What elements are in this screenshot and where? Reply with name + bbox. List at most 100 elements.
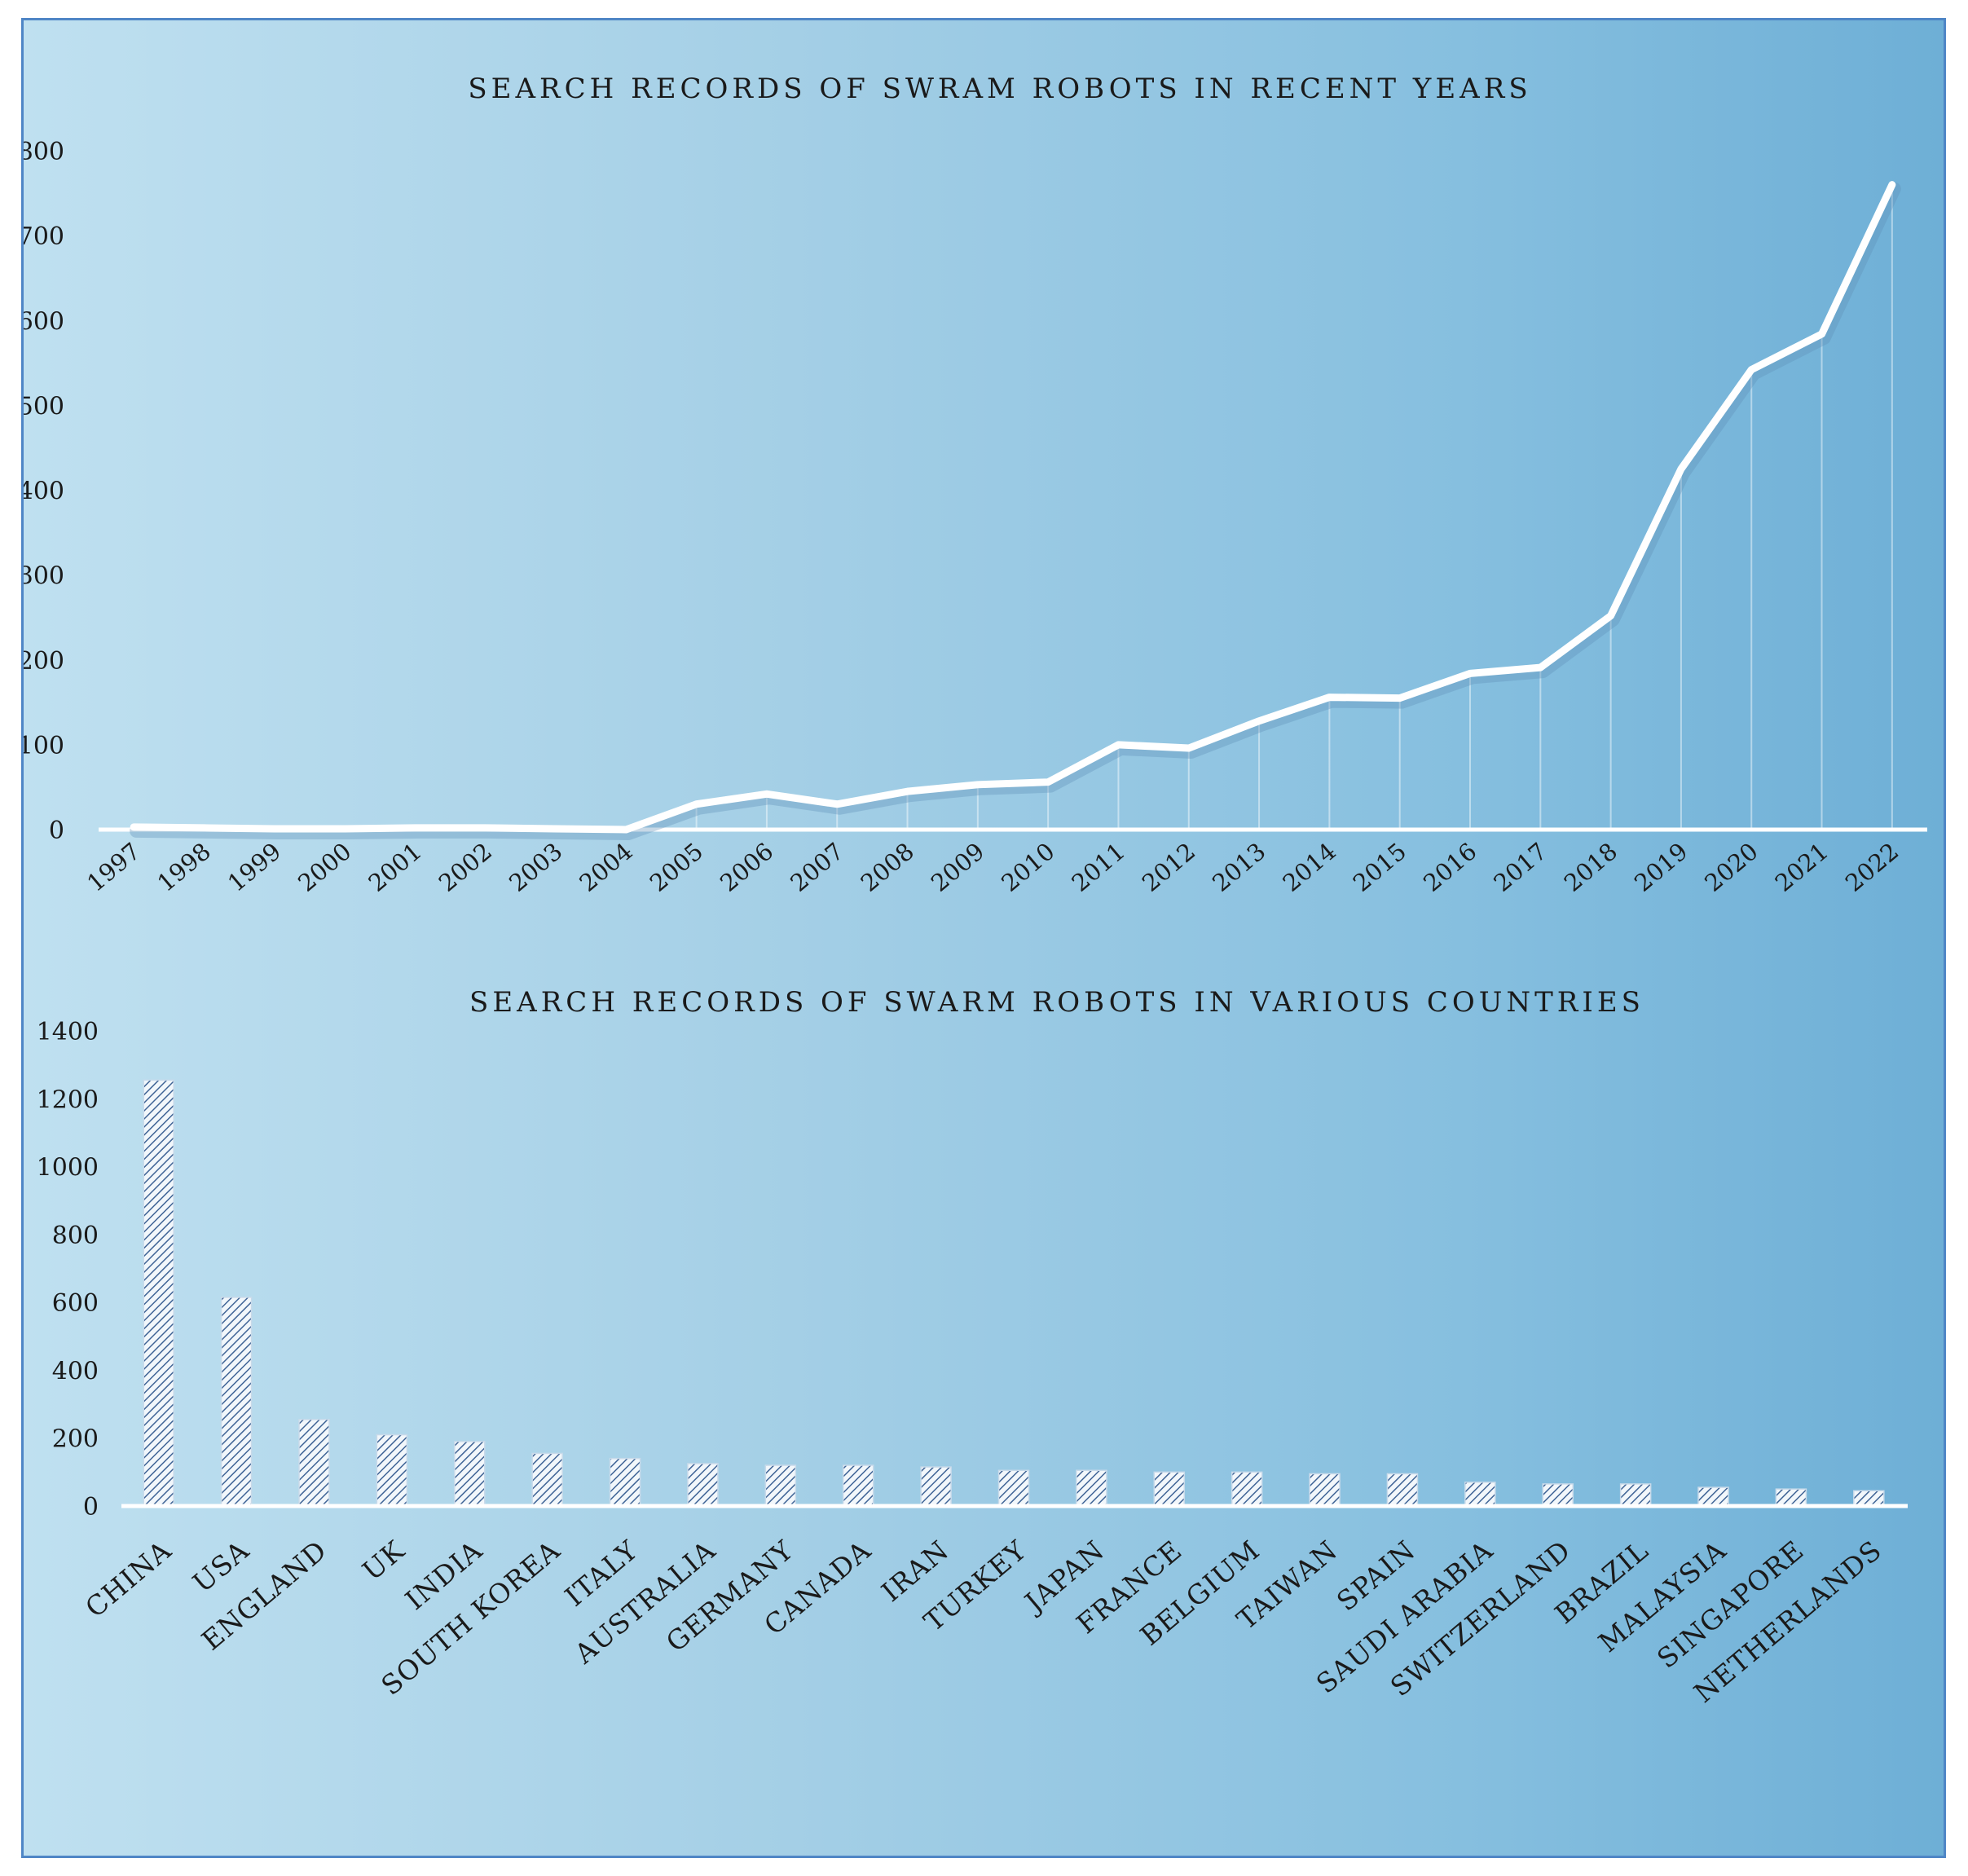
line-data-point: [202, 826, 205, 830]
line-data-point: [1539, 666, 1542, 669]
bar: [1309, 1473, 1341, 1507]
line-y-tick-label: 0: [49, 817, 64, 845]
line-chart-x-axis: 1997 1998 1999 2000 2001 2002 2003 2004 2005 2006…: [81, 837, 1904, 896]
chart-panel: SEARCH RECORDS OF SWRAM ROBOTS IN RECENT…: [21, 18, 1946, 1858]
line-x-tick-label: 2006: [715, 837, 778, 896]
bar: [1231, 1471, 1263, 1507]
line-chart-drop-lines: [695, 184, 1893, 830]
bar: [376, 1433, 408, 1507]
line-x-tick-label: 2004: [574, 837, 637, 896]
bar: [298, 1419, 330, 1507]
line-x-tick-label: 2002: [434, 837, 497, 896]
bar-chart-bars: [143, 1079, 1885, 1507]
bar: [1464, 1482, 1496, 1507]
bar: [143, 1079, 174, 1507]
line-x-tick-label: 2007: [785, 837, 848, 896]
bar-y-tick-label: 1400: [37, 1018, 99, 1046]
bar: [1853, 1490, 1885, 1507]
bar: [454, 1441, 486, 1507]
series-line: [130, 181, 1896, 834]
line-x-tick-label: 2000: [293, 837, 356, 896]
line-x-tick-label: 2009: [926, 837, 989, 896]
line-data-point: [554, 827, 557, 830]
line-data-point: [132, 826, 135, 829]
line-data-point: [1327, 696, 1331, 699]
line-chart-y-axis: 0 100 200 300 400 500 600 700 800: [24, 138, 64, 845]
line-data-point: [1891, 183, 1894, 187]
line-x-tick-label: 2012: [1137, 837, 1200, 896]
line-chart-series: [130, 181, 1901, 840]
line-data-point: [1046, 781, 1050, 784]
bar: [609, 1457, 641, 1507]
line-x-tick-label: 2017: [1488, 837, 1552, 896]
line-data-point: [1468, 672, 1472, 675]
line-y-tick-label: 500: [24, 392, 64, 421]
line-data-point: [413, 826, 416, 830]
line-data-point: [1821, 332, 1824, 336]
line-x-tick-label: 2014: [1277, 837, 1341, 896]
line-x-tick-label: 2020: [1699, 837, 1763, 896]
bar-chart: SEARCH RECORDS OF SWARM ROBOTS IN VARIOU…: [37, 986, 1908, 1709]
line-data-point: [624, 828, 627, 831]
charts-svg: SEARCH RECORDS OF SWRAM ROBOTS IN RECENT…: [24, 73, 1927, 1709]
series-line-shadow: [130, 182, 1901, 840]
line-y-tick-label: 100: [24, 732, 64, 760]
line-x-tick-label: 2015: [1348, 837, 1411, 896]
line-chart-title: SEARCH RECORDS OF SWRAM ROBOTS IN RECENT…: [468, 73, 1531, 105]
line-y-tick-label: 800: [24, 138, 64, 166]
line-x-tick-label: 2013: [1207, 837, 1270, 896]
line-data-point: [695, 803, 698, 806]
line-data-point: [1398, 697, 1402, 700]
bar: [687, 1463, 719, 1507]
bar: [997, 1469, 1030, 1507]
bar: [920, 1466, 952, 1507]
line-data-point: [484, 826, 487, 830]
bar: [1697, 1486, 1729, 1507]
bar-x-tick-label: USA: [187, 1534, 255, 1599]
line-data-point: [765, 792, 768, 795]
line-x-tick-label: 2018: [1559, 837, 1622, 896]
bar-chart-y-axis: 0 200 400 600 800 1000 1200 1400: [37, 1018, 99, 1521]
line-data-point: [343, 827, 346, 830]
line-y-tick-label: 300: [24, 562, 64, 591]
line-x-tick-label: 2005: [645, 837, 708, 896]
line-x-tick-label: 1999: [222, 837, 286, 896]
line-y-tick-label: 400: [24, 478, 64, 506]
line-data-point: [976, 783, 980, 786]
line-y-tick-label: 600: [24, 307, 64, 336]
line-data-point: [1680, 467, 1683, 470]
line-x-tick-label: 2019: [1629, 837, 1693, 896]
bar: [842, 1464, 874, 1507]
bar: [1619, 1483, 1652, 1507]
bar: [1542, 1483, 1574, 1507]
bar: [1775, 1488, 1807, 1507]
line-data-point: [1187, 746, 1191, 750]
bar-y-tick-label: 800: [52, 1222, 99, 1250]
bar: [764, 1464, 797, 1507]
bar-y-tick-label: 0: [83, 1493, 99, 1521]
line-data-point: [906, 790, 909, 793]
bar: [1076, 1469, 1107, 1507]
line-x-tick-label: 1998: [152, 837, 216, 896]
line-chart: SEARCH RECORDS OF SWRAM ROBOTS IN RECENT…: [24, 73, 1927, 897]
line-x-tick-label: 2011: [1067, 837, 1130, 896]
line-x-tick-label: 2010: [996, 837, 1059, 896]
bar: [1386, 1473, 1419, 1507]
line-data-point: [1609, 614, 1613, 618]
bar-x-tick-label: UK: [356, 1534, 411, 1587]
line-x-tick-label: 2008: [856, 837, 919, 896]
line-data-point: [273, 827, 276, 830]
line-y-tick-label: 200: [24, 647, 64, 676]
bar-x-tick-label: CHINA: [79, 1534, 178, 1623]
bar-chart-title: SEARCH RECORDS OF SWARM ROBOTS IN VARIOU…: [469, 986, 1644, 1019]
bar-y-tick-label: 1200: [37, 1086, 99, 1114]
line-x-tick-label: 1997: [81, 837, 145, 896]
bar: [1153, 1471, 1186, 1507]
line-data-point: [1750, 368, 1753, 372]
line-x-tick-label: 2001: [363, 837, 426, 896]
bar: [531, 1452, 563, 1507]
line-x-tick-label: 2022: [1840, 837, 1904, 896]
line-data-point: [835, 803, 839, 806]
line-x-tick-label: 2021: [1770, 837, 1834, 896]
